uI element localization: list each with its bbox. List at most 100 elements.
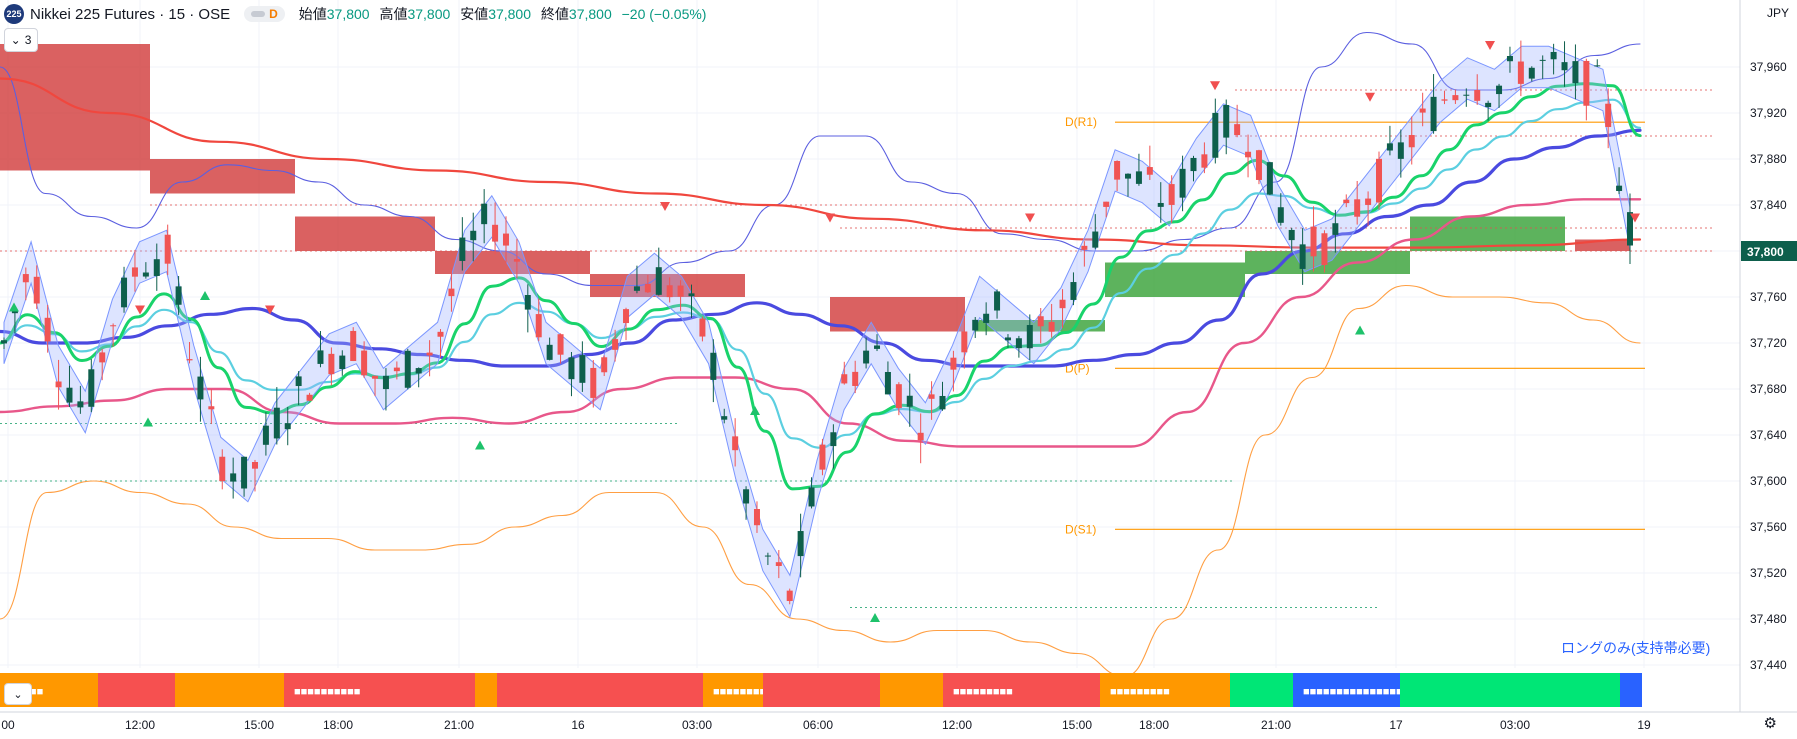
currency-label[interactable]: JPY <box>1766 6 1789 20</box>
time-axis-tick: 06:00 <box>803 718 833 732</box>
candle-body <box>1004 337 1011 341</box>
candle-body <box>688 293 695 297</box>
price-axis-tick: 37,880 <box>1750 152 1787 166</box>
candle-body <box>1234 124 1241 136</box>
buy-signal-marker <box>750 406 760 415</box>
candle-body <box>557 334 564 355</box>
pane-collapse-button[interactable]: ⌄ <box>4 683 32 705</box>
candle-body <box>1605 103 1612 128</box>
strategy-annotation: ロングのみ(支持帯必要) <box>1561 640 1710 656</box>
candle-body <box>677 285 684 297</box>
chevron-down-icon: ⌄ <box>13 688 23 701</box>
candle-body <box>1125 173 1132 179</box>
candle-body <box>961 331 968 353</box>
candle-body <box>841 374 848 384</box>
high-value: 37,800 <box>407 6 451 22</box>
candle-body <box>1026 325 1033 349</box>
candle-body <box>623 309 630 324</box>
close-label: 終値 <box>540 6 569 22</box>
high-label: 高値 <box>379 6 408 22</box>
candle-body <box>1201 154 1208 168</box>
candle-body <box>786 590 793 602</box>
change-value: −20 (−0.05%) <box>621 6 707 22</box>
candle-body <box>66 387 73 403</box>
signal-bar-segment <box>943 673 1100 707</box>
time-axis-tick: 17 <box>1389 718 1403 732</box>
candle-body <box>33 276 40 304</box>
candle-body <box>1561 62 1568 71</box>
session-badge: D <box>269 7 278 21</box>
candle-body <box>939 395 946 410</box>
candle-body <box>470 230 477 241</box>
candle-body <box>1517 61 1524 84</box>
candle-body <box>131 267 138 277</box>
candle-body <box>1245 151 1252 158</box>
settings-gear-icon[interactable]: ⚙ <box>1763 715 1777 732</box>
sell-signal-marker <box>135 305 145 315</box>
time-axis-tick: 15:00 <box>244 718 274 732</box>
candle-body <box>361 350 368 376</box>
candle-body <box>382 375 389 390</box>
buy-signal-marker <box>475 440 485 450</box>
candle-body <box>819 444 826 470</box>
buy-signal-marker <box>200 291 210 300</box>
price-axis-tick: 37,440 <box>1750 658 1787 672</box>
candle-body <box>1277 207 1284 223</box>
candle-body <box>1146 167 1153 175</box>
sell-signal-marker <box>660 202 670 211</box>
candle-body <box>492 224 499 242</box>
candle-body <box>983 313 990 323</box>
price-axis-tick: 37,520 <box>1750 566 1787 580</box>
last-price-label: 37,800 <box>1747 245 1784 259</box>
candle-body <box>1321 233 1328 265</box>
candle-body <box>1 340 7 344</box>
time-axis-tick: 15:00 <box>1062 718 1092 732</box>
price-axis-tick: 37,960 <box>1750 60 1787 74</box>
bollinger-lower-line <box>0 284 1641 678</box>
indicator-count: 3 <box>24 33 32 47</box>
signal-bar-label: ■■■■■■■■■ <box>1110 686 1170 698</box>
candle-body <box>121 277 128 308</box>
signal-bar-label: ■■■■■■■■■ <box>953 686 1013 698</box>
signal-bar-label: ■■■■■■■■■■ <box>294 686 360 698</box>
signal-bar-segment <box>763 673 880 707</box>
close-value: 37,800 <box>568 6 612 22</box>
candle-body <box>284 423 291 430</box>
ema-pink-line <box>0 198 1642 448</box>
buy-signal-marker <box>870 613 880 622</box>
time-axis-tick: 21:00 <box>1261 718 1291 732</box>
indicator-toggle-button[interactable]: ⌄ 3 <box>4 28 38 52</box>
signal-bar-segment <box>284 673 475 707</box>
signal-bar-segment <box>1100 673 1230 707</box>
candle-body <box>437 331 444 337</box>
price-axis-tick: 37,600 <box>1750 474 1787 488</box>
session-dot-icon <box>251 11 266 17</box>
candle-body <box>1059 299 1066 309</box>
candle-body <box>1135 171 1142 184</box>
candle-body <box>197 376 204 400</box>
symbol-title[interactable]: Nikkei 225 Futures · 15 · OSE <box>30 5 231 23</box>
candle-body <box>1114 161 1121 180</box>
buy-signal-marker <box>9 302 19 312</box>
candle-body <box>1408 135 1415 148</box>
symbol-badge[interactable]: 225 <box>4 4 24 24</box>
candle-body <box>972 319 979 331</box>
candle-body <box>994 291 1001 311</box>
candle-body <box>1572 61 1579 84</box>
price-axis-tick: 37,840 <box>1750 198 1787 212</box>
time-axis-tick: 21:00 <box>444 718 474 732</box>
candle-body <box>208 406 215 410</box>
candle-body <box>1266 162 1273 195</box>
time-axis-tick: 18:00 <box>1139 718 1169 732</box>
candle-body <box>1496 85 1503 95</box>
sell-signal-marker <box>1365 92 1375 102</box>
candle-body <box>339 355 346 369</box>
candle-body <box>1343 199 1350 204</box>
candle-body <box>1179 168 1186 198</box>
candle-body <box>306 394 313 401</box>
candle-body <box>142 272 149 277</box>
candle-body <box>241 456 248 489</box>
candle-body <box>1070 282 1077 300</box>
session-pill[interactable]: D <box>244 6 285 22</box>
